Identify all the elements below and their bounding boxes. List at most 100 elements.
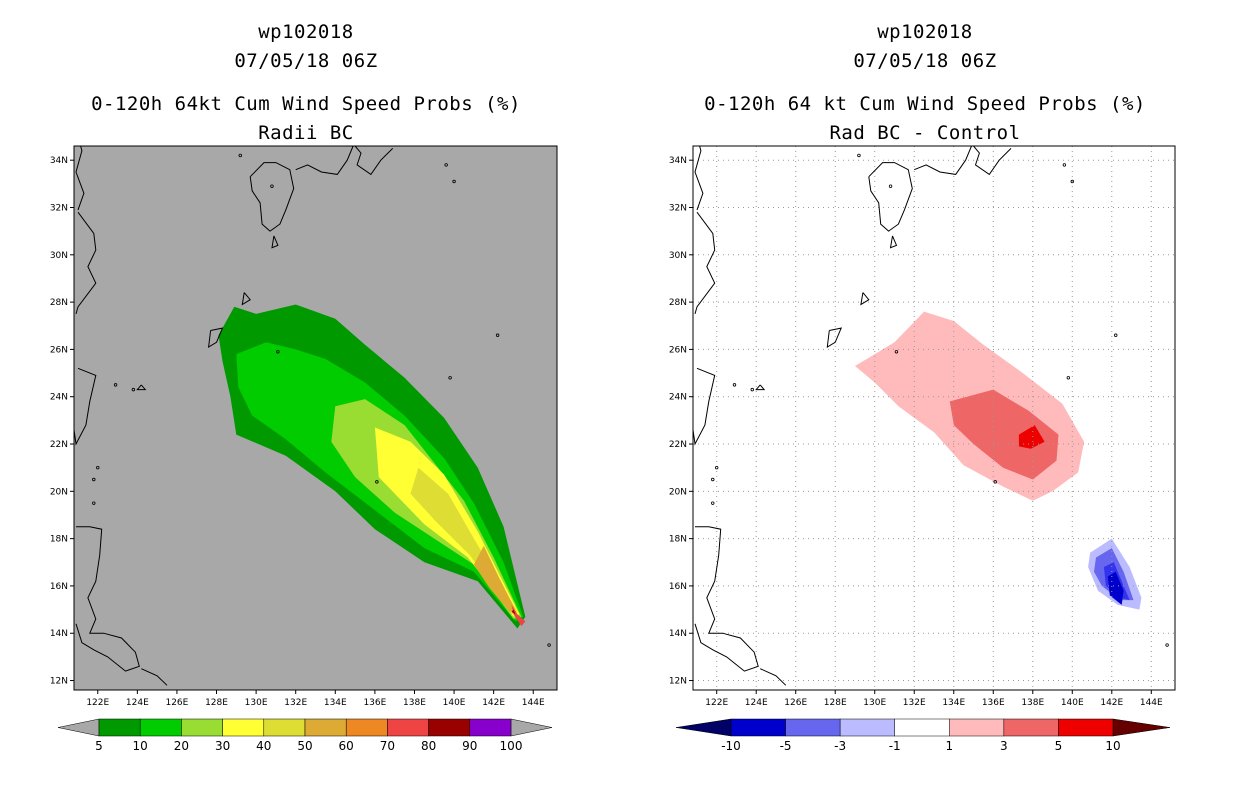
coastline [860,292,870,306]
colorbar-right-arrow [1112,718,1171,737]
right-product-title: 0-120h 64 kt Cum Wind Speed Probs (%) [704,93,1146,115]
colorbar-label: 100 [500,739,523,753]
coastline [136,384,147,391]
map-frame [73,145,558,691]
coastline [694,146,704,211]
x-tick-label: 138E [1021,698,1044,708]
coastline [826,327,843,348]
island [92,477,96,482]
x-tick-label: 134E [324,698,347,708]
right-difference-map: 122E 124E 126E 128E 130E 132E 134E 136E 138E 140E… [669,145,1176,708]
right-datetime: 07/05/18 06Z [853,50,997,72]
coastline [868,162,913,232]
coastline [889,235,898,249]
y-tick-label: 30N [50,251,68,261]
y-tick-label: 26N [669,345,687,355]
island [732,383,737,387]
island [857,153,861,158]
left-product-title: 0-120h 64kt Cum Wind Speed Probs (%) [91,93,521,115]
colorbar-label: 40 [256,739,271,753]
coastline [755,384,766,391]
colorbar-label: 3 [1000,739,1008,753]
x-tick-label: 140E [1061,698,1084,708]
coastline [75,211,97,315]
right-panel-title: wp102018 07/05/18 06Z 0-120h 64 kt Cum W… [675,18,1175,148]
colorbar-label: 50 [297,739,312,753]
x-tick-label: 128E [205,698,228,708]
y-tick-label: 20N [669,487,687,497]
coastline [75,526,140,672]
island [750,387,754,392]
island [888,184,893,188]
left-subtitle: Radii BC [258,122,354,144]
colorbar-label: 10 [133,739,148,753]
y-tick-label: 24N [669,393,687,403]
coastline [694,211,716,315]
y-tick-label: 30N [669,251,687,261]
colorbar-label: -10 [721,739,741,753]
y-tick-label: 22N [669,440,687,450]
y-tick-label: 14N [669,629,687,639]
contour-level-5 [1018,425,1045,449]
coastline [75,146,85,211]
island [113,383,118,387]
left-probability-map: 122E 124E 126E 128E 130E 132E 134E 136E 138E 140E… [50,145,558,708]
y-tick-label: 24N [50,393,68,403]
coastline [241,292,251,306]
coastline [694,526,759,672]
y-tick-label: 20N [50,487,68,497]
contour-level-50 [473,545,516,612]
coastline [354,146,394,176]
y-tick-label: 12N [669,677,687,687]
island [495,333,500,337]
y-tick-label: 34N [669,156,687,166]
y-tick-label: 32N [669,203,687,213]
island [1066,376,1071,380]
colorbar-label: -3 [834,739,846,753]
y-tick-label: 22N [50,440,68,450]
colorbar-label: 30 [215,739,230,753]
coastline [973,146,1012,176]
island [1114,333,1118,337]
island [276,350,280,354]
x-tick-label: 142E [482,698,505,708]
contour-level-70 [511,604,526,627]
colorbar-swatch [839,718,895,737]
colorbar-swatch [469,718,512,737]
colorbar-swatch [949,718,1005,737]
colorbar-swatch [1058,718,1114,737]
coastline [141,668,168,686]
y-tick-label: 16N [50,582,68,592]
colorbar-left-arrow [675,718,732,737]
island [711,501,715,505]
right-subtitle: Rad BC - Control [829,122,1021,144]
x-tick-label: 128E [824,698,847,708]
y-tick-label: 12N [50,677,68,687]
island [92,501,96,505]
colorbar-label: 5 [95,739,103,753]
colorbar-label: 10 [1105,739,1120,753]
island [96,465,100,470]
coastline [693,367,716,446]
colorbar-label: 20 [174,739,189,753]
left-datetime: 07/05/18 06Z [234,50,378,72]
map-frame [692,145,1176,691]
island [448,376,452,380]
x-tick-label: 144E [522,698,545,708]
island [238,153,242,158]
colorbar-swatch [1003,718,1059,737]
coastline [759,668,787,686]
left-panel-title: wp102018 07/05/18 06Z 0-120h 64kt Cum Wi… [56,18,556,148]
y-tick-label: 26N [50,345,68,355]
colorbar-label: -1 [889,739,901,753]
coastline [295,146,354,175]
x-tick-label: 122E [705,698,728,708]
y-tick-label: 34N [50,156,68,166]
y-tick-label: 18N [669,535,687,545]
right-storm-id: wp102018 [877,21,973,43]
coastline [271,235,279,249]
island [993,480,997,484]
contour-level-80 [511,609,516,615]
coastline [914,146,972,175]
